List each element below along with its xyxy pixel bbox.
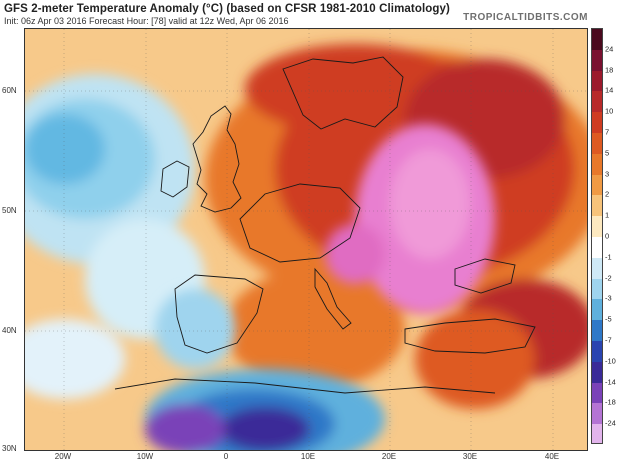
colorbar-segment — [592, 29, 602, 50]
lat-label-30n: 30N — [2, 444, 17, 453]
colorbar-tick-label: -5 — [605, 314, 612, 324]
colorbar-tick-label: -24 — [605, 418, 616, 428]
colorbar-tick-label: 7 — [605, 127, 610, 137]
colorbar — [591, 28, 603, 444]
colorbar-tick-label: -2 — [605, 273, 612, 283]
colorbar-tick-label: 0 — [605, 231, 610, 241]
temperature-anomaly-map — [24, 28, 588, 451]
colorbar-tick-label: -7 — [605, 335, 612, 345]
map-title: GFS 2-meter Temperature Anomaly (°C) (ba… — [4, 3, 450, 15]
cold-anomaly-atlantic — [25, 74, 205, 399]
colorbar-segment — [592, 153, 602, 175]
colorbar-tick-label: 10 — [605, 106, 614, 116]
colorbar-segment — [592, 320, 602, 341]
colorbar-tick-label: 14 — [605, 85, 614, 95]
lat-label-60n: 60N — [2, 86, 17, 95]
colorbar-tick-label: 5 — [605, 148, 610, 158]
colorbar-segment — [592, 236, 602, 258]
lon-label-30e: 30E — [462, 452, 478, 461]
colorbar-tick-label: -14 — [605, 377, 616, 387]
colorbar-tick-label: 1 — [605, 210, 610, 220]
lat-label-40n: 40N — [2, 326, 17, 335]
coastline-north-africa — [114, 378, 496, 394]
colorbar-segment — [592, 132, 602, 154]
lon-label-10w: 10W — [136, 452, 154, 461]
cold-anomaly-north-africa — [145, 289, 385, 450]
coastline-great-britain — [192, 105, 242, 213]
colorbar-segment — [592, 91, 602, 113]
colorbar-segment — [592, 403, 602, 425]
lon-label-20w: 20W — [54, 452, 72, 461]
coastline-italy — [314, 267, 352, 330]
forecast-info: Init: 06z Apr 03 2016 Forecast Hour: [78… — [4, 16, 289, 26]
colorbar-segment — [592, 424, 602, 443]
colorbar-segment — [592, 299, 602, 321]
colorbar-tick-label: 24 — [605, 44, 614, 54]
lon-label-40e: 40E — [544, 452, 560, 461]
colorbar-segment — [592, 340, 602, 362]
colorbar-tick-label: 3 — [605, 169, 610, 179]
brand-watermark: TROPICALTIDBITS.COM — [463, 12, 588, 23]
lon-label-10e: 10E — [300, 452, 316, 461]
coastline-black-sea — [454, 258, 516, 294]
colorbar-segment — [592, 361, 602, 383]
colorbar-segment — [592, 49, 602, 71]
colorbar-segment — [592, 70, 602, 92]
colorbar-tick-label: 2 — [605, 189, 610, 199]
graticule — [25, 29, 587, 450]
coastline-ireland — [160, 160, 190, 198]
lat-label-50n: 50N — [2, 206, 17, 215]
lon-label-20e: 20E — [381, 452, 397, 461]
colorbar-segment — [592, 382, 602, 404]
colorbar-tick-label: -10 — [605, 356, 616, 366]
colorbar-tick-label: -1 — [605, 252, 612, 262]
coastline-scandinavia — [282, 56, 404, 130]
colorbar-segment — [592, 112, 602, 133]
colorbar-segment — [592, 195, 602, 217]
colorbar-segment — [592, 257, 602, 279]
colorbar-segment — [592, 174, 602, 196]
map-header: GFS 2-meter Temperature Anomaly (°C) (ba… — [0, 0, 624, 28]
coastline-central-europe — [239, 183, 361, 263]
coastline-turkey — [404, 318, 536, 354]
colorbar-tick-label: 18 — [605, 65, 614, 75]
colorbar-tick-label: -18 — [605, 397, 616, 407]
lon-label-0: 0 — [223, 452, 229, 461]
map-graphic — [25, 29, 587, 450]
warm-core-anomaly — [325, 124, 495, 314]
colorbar-tick-label: -3 — [605, 293, 612, 303]
colorbar-segment — [592, 216, 602, 237]
colorbar-segment — [592, 278, 602, 300]
